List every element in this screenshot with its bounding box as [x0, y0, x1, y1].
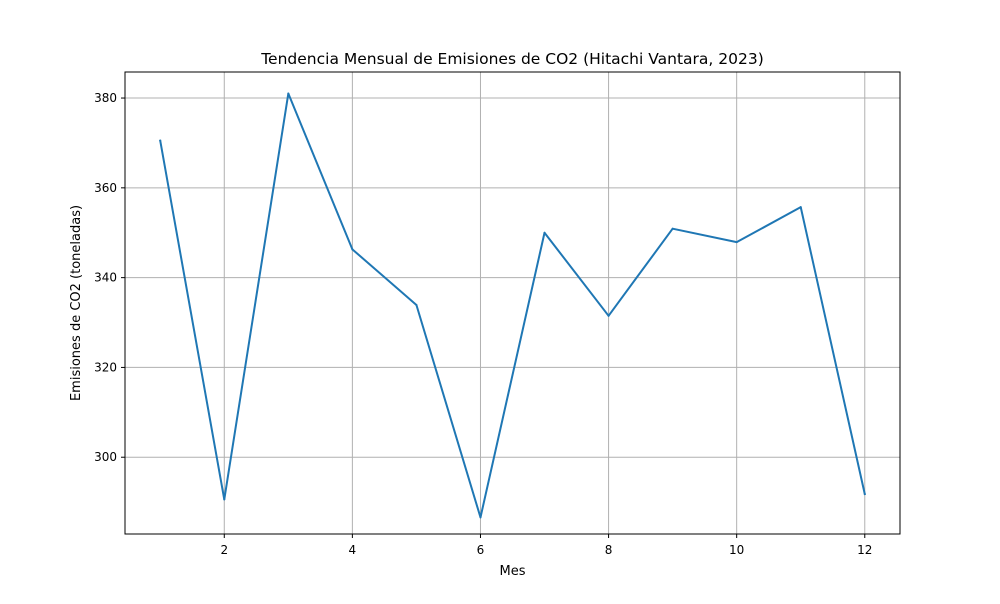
y-tick-label: 360	[94, 181, 117, 195]
x-tick-label: 4	[349, 543, 357, 557]
data-point	[799, 206, 802, 209]
y-tick-label: 340	[94, 271, 117, 285]
data-point	[735, 241, 738, 244]
data-point	[351, 248, 354, 251]
y-tick-label: 320	[94, 360, 117, 374]
y-axis-label: Emisiones de CO2 (toneladas)	[69, 205, 84, 401]
y-tick-label: 380	[94, 91, 117, 105]
x-axis-ticks: 2 4 6 8 10 12	[220, 534, 872, 557]
chart-title: Tendencia Mensual de Emisiones de CO2 (H…	[260, 50, 764, 68]
x-tick-label: 12	[857, 543, 872, 557]
series-line	[159, 92, 866, 519]
data-point	[863, 493, 866, 496]
y-axis-ticks: 300 320 340 360 380	[94, 91, 125, 464]
data-point	[543, 231, 546, 234]
plot-area-frame	[124, 71, 901, 535]
data-point	[159, 139, 162, 142]
data-point	[223, 498, 226, 501]
y-tick-label: 300	[94, 450, 117, 464]
data-point	[415, 304, 418, 307]
series-group	[159, 92, 866, 519]
x-tick-label: 2	[220, 543, 228, 557]
data-point	[287, 92, 290, 95]
data-point	[607, 314, 610, 317]
x-tick-label: 10	[729, 543, 744, 557]
x-axis-label: Mes	[500, 564, 526, 579]
data-point	[671, 227, 674, 230]
data-point	[479, 516, 482, 519]
x-tick-label: 8	[605, 543, 613, 557]
x-tick-label: 6	[477, 543, 485, 557]
grid	[125, 72, 900, 534]
